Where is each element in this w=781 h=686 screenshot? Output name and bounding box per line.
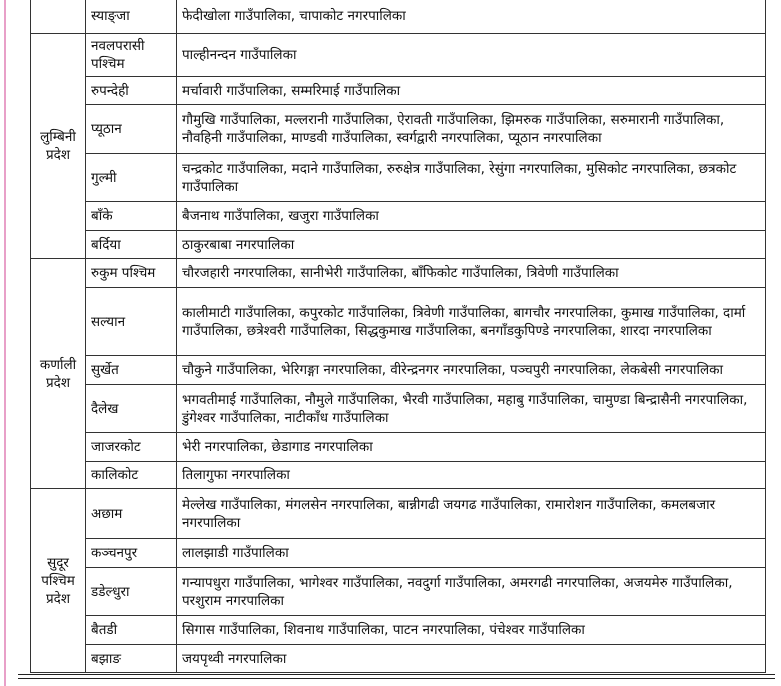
table-row: बैतडी सिगास गाउँपालिका, शिवनाथ गाउँपालिका…: [31, 615, 766, 645]
district-cell: दैलेख: [85, 384, 177, 433]
district-cell: रुपन्देही: [85, 76, 177, 105]
province-cell: कर्णाली प्रदेश: [30, 258, 86, 489]
district-cell: स्याङ्जा: [85, 0, 177, 34]
district-cell: कालिकोट: [85, 461, 177, 489]
units-cell: मेल्लेख गाउँपालिका, मंगलसेन नगरपालिका, ब…: [176, 488, 766, 539]
units-cell: तिलागुफा नगरपालिका: [176, 461, 766, 489]
units-cell: बैजनाथ गाउँपालिका, खजुरा गाउँपालिका: [176, 201, 766, 231]
units-cell: पाल्हीनन्दन गाउँपालिका: [176, 33, 766, 77]
table-row: कञ्चनपुर लालझाडी गाउँपालिका: [31, 538, 766, 568]
table-row: सुर्खेत चौकुने गाउँपालिका, भेरिगङ्गा नगरप…: [31, 355, 766, 385]
district-cell: जाजरकोट: [85, 432, 177, 462]
table-row: स्याङ्जा फेदीखोला गाउँपालिका, चापाकोट नगर…: [30, 0, 766, 34]
units-cell: जयपृथ्वी नगरपालिका: [176, 644, 766, 673]
units-cell: मर्चावारी गाउँपालिका, सम्मरिमाई गाउँपालि…: [176, 76, 766, 105]
table-row: सल्यान कालीमाटी गाउँपालिका, कपुरकोट गाउँप…: [31, 287, 766, 356]
units-cell: ठाकुरबाबा नगरपालिका: [176, 230, 766, 259]
units-cell: भगवतीमाई गाउँपालिका, नौमुले गाउँपालिका, …: [176, 384, 766, 433]
units-cell: चौरजहारी नगरपालिका, सानीभेरी गाउँपालिका,…: [176, 258, 766, 288]
table-row: लुम्बिनी प्रदेश नवलपरासी पश्चिम पाल्हीनन्द…: [30, 33, 766, 259]
table-row: डडेल्धुरा गन्यापधुरा गाउँपालिका, भागेश्वर…: [31, 567, 766, 616]
units-cell: गन्यापधुरा गाउँपालिका, भागेश्वर गाउँपालि…: [176, 567, 766, 616]
district-cell: नवलपरासी पश्चिम: [85, 33, 177, 77]
table-row: प्यूठान गौमुखि गाउँपालिका, मल्लरानी गाउँप…: [31, 104, 766, 154]
table-row: गुल्मी चन्द्रकोट गाउँपालिका, मदाने गाउँपा…: [31, 153, 766, 202]
district-cell: बझाङ: [85, 644, 177, 673]
province-cell: [30, 0, 86, 34]
units-cell: चौकुने गाउँपालिका, भेरिगङ्गा नगरपालिका, …: [176, 355, 766, 385]
district-cell: डडेल्धुरा: [85, 567, 177, 616]
units-cell: भेरी नगरपालिका, छेडागाड नगरपालिका: [176, 432, 766, 462]
bottom-border: [18, 674, 775, 679]
district-cell: सल्यान: [85, 287, 177, 356]
province-cell: लुम्बिनी प्रदेश: [30, 33, 86, 259]
district-cell: कञ्चनपुर: [85, 538, 177, 568]
district-cell: प्यूठान: [85, 104, 177, 154]
table-row: बाँके बैजनाथ गाउँपालिका, खजुरा गाउँपालिका: [31, 201, 766, 231]
table-row: सुदूर पश्चिम प्रदेश अछाम मेल्लेख गाउँपालिक…: [30, 488, 766, 673]
table-row: कर्णाली प्रदेश रुकुम पश्चिम चौरजहारी नगरपा…: [30, 258, 766, 489]
table-row: बझाङ जयपृथ्वी नगरपालिका: [31, 644, 766, 673]
table-row: रुपन्देही मर्चावारी गाउँपालिका, सम्मरिमाई…: [31, 76, 766, 105]
province-cell: सुदूर पश्चिम प्रदेश: [30, 488, 86, 673]
table-row: कालिकोट तिलागुफा नगरपालिका: [31, 461, 766, 489]
district-cell: बाँके: [85, 201, 177, 231]
margin-line: [4, 0, 6, 686]
units-cell: चन्द्रकोट गाउँपालिका, मदाने गाउँपालिका, …: [176, 153, 766, 202]
district-cell: बर्दिया: [85, 230, 177, 259]
units-cell: लालझाडी गाउँपालिका: [176, 538, 766, 568]
district-cell: गुल्मी: [85, 153, 177, 202]
district-table: स्याङ्जा फेदीखोला गाउँपालिका, चापाकोट नगर…: [30, 0, 766, 673]
district-cell: बैतडी: [85, 615, 177, 645]
units-cell: फेदीखोला गाउँपालिका, चापाकोट नगरपालिका: [176, 0, 766, 34]
district-cell: अछाम: [85, 488, 177, 539]
table-row: दैलेख भगवतीमाई गाउँपालिका, नौमुले गाउँपाल…: [31, 384, 766, 433]
table-row: जाजरकोट भेरी नगरपालिका, छेडागाड नगरपालिका: [31, 432, 766, 462]
units-cell: गौमुखि गाउँपालिका, मल्लरानी गाउँपालिका, …: [176, 104, 766, 154]
district-cell: रुकुम पश्चिम: [85, 258, 177, 288]
table-row: बर्दिया ठाकुरबाबा नगरपालिका: [31, 230, 766, 259]
units-cell: कालीमाटी गाउँपालिका, कपुरकोट गाउँपालिका,…: [176, 287, 766, 356]
units-cell: सिगास गाउँपालिका, शिवनाथ गाउँपालिका, पाट…: [176, 615, 766, 645]
district-cell: सुर्खेत: [85, 355, 177, 385]
